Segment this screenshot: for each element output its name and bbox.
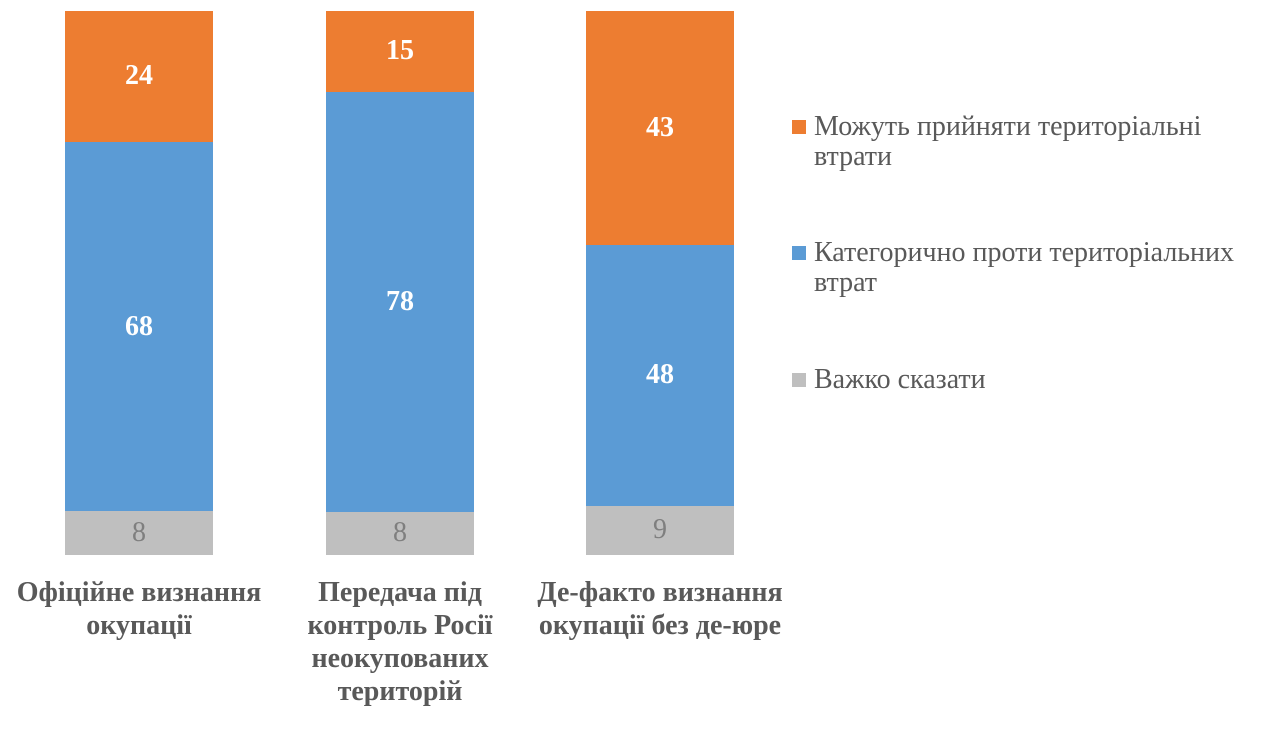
legend-label-line: втрати — [814, 141, 893, 172]
category-label-official-recognition: Офіційне визнання окупації — [0, 576, 289, 642]
legend-item-accept-losses: Можуть прийняти територіальні втрати — [792, 112, 1201, 172]
category-label-line: Де-факто визнання — [537, 577, 783, 608]
bar-segment: 8 — [326, 511, 474, 555]
segment-value-label: 68 — [125, 310, 153, 342]
legend-swatch-orange-icon — [792, 120, 806, 134]
segment-value-label: 48 — [646, 359, 674, 391]
segment-value-label: 15 — [386, 35, 414, 67]
category-label-line: Передача під — [318, 577, 482, 608]
legend-label-line: Можуть прийняти територіальні — [814, 111, 1202, 142]
segment-value-label: 78 — [386, 285, 414, 317]
category-label-line: територій — [337, 676, 463, 707]
category-label-line: неокупованих — [311, 643, 489, 674]
segment-value-label: 8 — [393, 517, 407, 549]
legend-item-label: Важко сказати — [814, 365, 986, 395]
category-label-line: контроль Росії — [307, 610, 493, 641]
bar-segment: 48 — [586, 244, 734, 507]
legend-label-line: втрат — [814, 267, 878, 298]
category-label-line: окупації — [86, 610, 192, 641]
bar-0: 24 68 8 — [65, 11, 213, 555]
bar-segment: 8 — [65, 511, 213, 555]
bar-segment: 9 — [586, 506, 734, 555]
legend-item-against-losses: Категорично проти територіальних втрат — [792, 238, 1234, 298]
legend-label-line: Важко сказати — [814, 364, 986, 395]
bar-segment: 68 — [65, 141, 213, 512]
bar-segment: 78 — [326, 91, 474, 512]
legend-item-label: Категорично проти територіальних втрат — [814, 238, 1234, 298]
segment-value-label: 43 — [646, 111, 674, 143]
bar-segment: 15 — [326, 11, 474, 92]
bar-segment: 43 — [586, 11, 734, 245]
segment-value-label: 24 — [125, 60, 153, 92]
bar-2: 43 48 9 — [586, 11, 734, 555]
segment-value-label: 9 — [653, 514, 667, 546]
legend-swatch-gray-icon — [792, 373, 806, 387]
category-label-transfer-control: Передача під контроль Росії неокупованих… — [250, 576, 550, 708]
category-label-line: Офіційне визнання — [16, 577, 262, 608]
bar-segment: 24 — [65, 11, 213, 142]
category-label-line: окупації без де-юре — [538, 610, 782, 641]
plot-area: 24 68 8 15 78 8 43 48 9 — [65, 11, 734, 555]
legend-item-label: Можуть прийняти територіальні втрати — [814, 112, 1201, 172]
legend-label-line: Категорично проти територіальних — [814, 237, 1235, 268]
segment-value-label: 8 — [132, 517, 146, 549]
bar-1: 15 78 8 — [326, 11, 474, 555]
category-label-defacto-recognition: Де-факто визнання окупації без де-юре — [510, 576, 810, 642]
legend-swatch-blue-icon — [792, 246, 806, 260]
legend-item-hard-to-say: Важко сказати — [792, 365, 986, 395]
